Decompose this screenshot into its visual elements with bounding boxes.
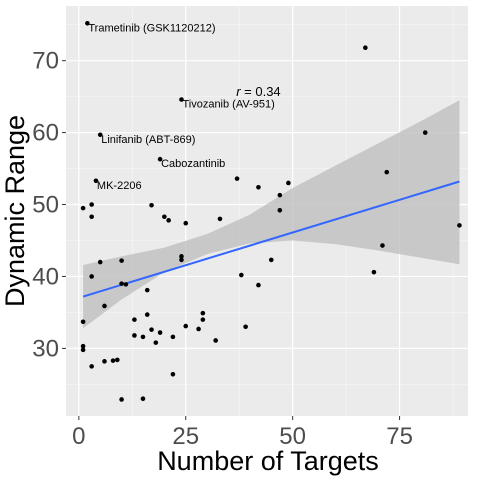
confidence-ribbon <box>83 100 460 329</box>
data-point <box>144 312 150 317</box>
data-point <box>384 169 390 175</box>
data-points <box>80 45 462 402</box>
data-point <box>256 184 261 190</box>
labeled-data-point <box>85 20 90 26</box>
data-point <box>196 326 201 332</box>
data-point <box>422 130 428 135</box>
data-point <box>277 207 283 213</box>
x-axis-ticks: 0 25 50 75 <box>72 416 413 450</box>
labeled-data-point <box>93 178 99 184</box>
data-point <box>80 319 86 325</box>
labeled-data-point <box>97 132 103 138</box>
data-point <box>110 358 116 363</box>
data-point <box>119 397 124 402</box>
data-point <box>140 396 146 402</box>
data-point <box>149 327 154 332</box>
labeled-data-point <box>157 156 163 162</box>
data-point <box>183 220 189 226</box>
y-axis-title: Dynamic Range <box>0 115 30 307</box>
y-tick-label: 60 <box>32 120 59 147</box>
annotation-rest: = 0.34 <box>241 84 281 99</box>
labeled-data-point <box>179 97 184 102</box>
data-point <box>102 303 107 309</box>
data-point <box>89 214 94 220</box>
data-point <box>380 243 385 248</box>
data-point <box>149 202 154 208</box>
data-point <box>89 364 94 369</box>
y-tick-label: 30 <box>32 335 59 362</box>
y-tick-label: 70 <box>32 48 59 75</box>
data-point <box>132 333 137 338</box>
data-point <box>80 205 86 211</box>
point-label: Linifanib (ABT-869) <box>101 134 195 146</box>
data-point <box>243 324 248 330</box>
point-label: Cabozantinib <box>161 158 225 170</box>
y-tick-label: 50 <box>32 192 59 219</box>
x-tick-label: 0 <box>72 423 85 450</box>
data-point <box>457 223 462 228</box>
point-label: Trametinib (GSK1120212) <box>88 22 215 34</box>
data-point <box>213 338 218 343</box>
data-point <box>256 282 261 288</box>
data-point <box>200 310 206 316</box>
labeled-points: Trametinib (GSK1120212) Tivozanib (AV-951… <box>85 20 275 192</box>
data-point <box>132 317 137 322</box>
data-point <box>183 323 189 329</box>
data-point <box>179 257 184 263</box>
data-point <box>119 258 124 263</box>
x-tick-label: 75 <box>386 423 413 450</box>
trend-line <box>82 180 460 298</box>
x-tick-label: 25 <box>172 423 199 450</box>
x-axis-title: Number of Targets <box>157 446 379 476</box>
data-point <box>239 272 244 278</box>
data-point <box>144 287 150 293</box>
data-point <box>89 274 94 279</box>
data-point <box>157 330 163 335</box>
x-tick-label: 50 <box>279 423 306 450</box>
correlation-annotation: r = 0.34 <box>236 84 280 99</box>
data-point <box>80 347 86 353</box>
data-point <box>286 180 291 186</box>
data-point <box>277 192 283 198</box>
data-point <box>268 257 274 263</box>
data-point <box>97 259 103 265</box>
data-point <box>179 254 184 259</box>
data-point <box>170 334 176 340</box>
data-point <box>123 282 129 287</box>
data-point <box>89 202 94 207</box>
data-point <box>166 218 171 223</box>
data-point <box>200 317 206 322</box>
annotation-italic: r <box>236 84 241 99</box>
point-label: MK-2206 <box>97 180 142 192</box>
data-point <box>234 176 240 181</box>
y-tick-label: 40 <box>32 263 59 290</box>
data-point <box>162 214 167 220</box>
data-point <box>363 45 368 51</box>
data-point <box>371 269 377 275</box>
data-point <box>217 216 223 222</box>
point-label: Tivozanib (AV-951) <box>182 99 274 111</box>
data-point <box>170 371 176 377</box>
data-point <box>119 281 124 286</box>
data-point <box>153 340 159 345</box>
data-point <box>80 343 86 349</box>
data-point <box>115 357 120 363</box>
data-point <box>140 334 146 340</box>
y-axis-ticks: 30 40 50 60 70 <box>32 48 66 362</box>
data-point <box>102 359 107 364</box>
